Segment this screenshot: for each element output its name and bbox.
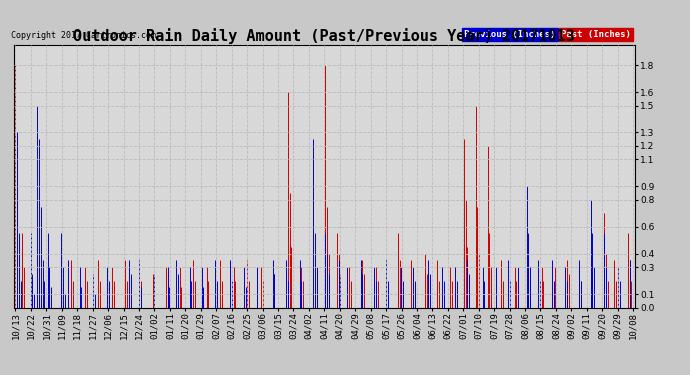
Text: Previous (Inches): Previous (Inches)	[464, 30, 555, 39]
Title: Outdoor Rain Daily Amount (Past/Previous Year) 20171013: Outdoor Rain Daily Amount (Past/Previous…	[73, 28, 575, 44]
Text: Copyright 2017 Cartronics.com: Copyright 2017 Cartronics.com	[11, 31, 156, 40]
Text: Past (Inches): Past (Inches)	[561, 30, 631, 39]
